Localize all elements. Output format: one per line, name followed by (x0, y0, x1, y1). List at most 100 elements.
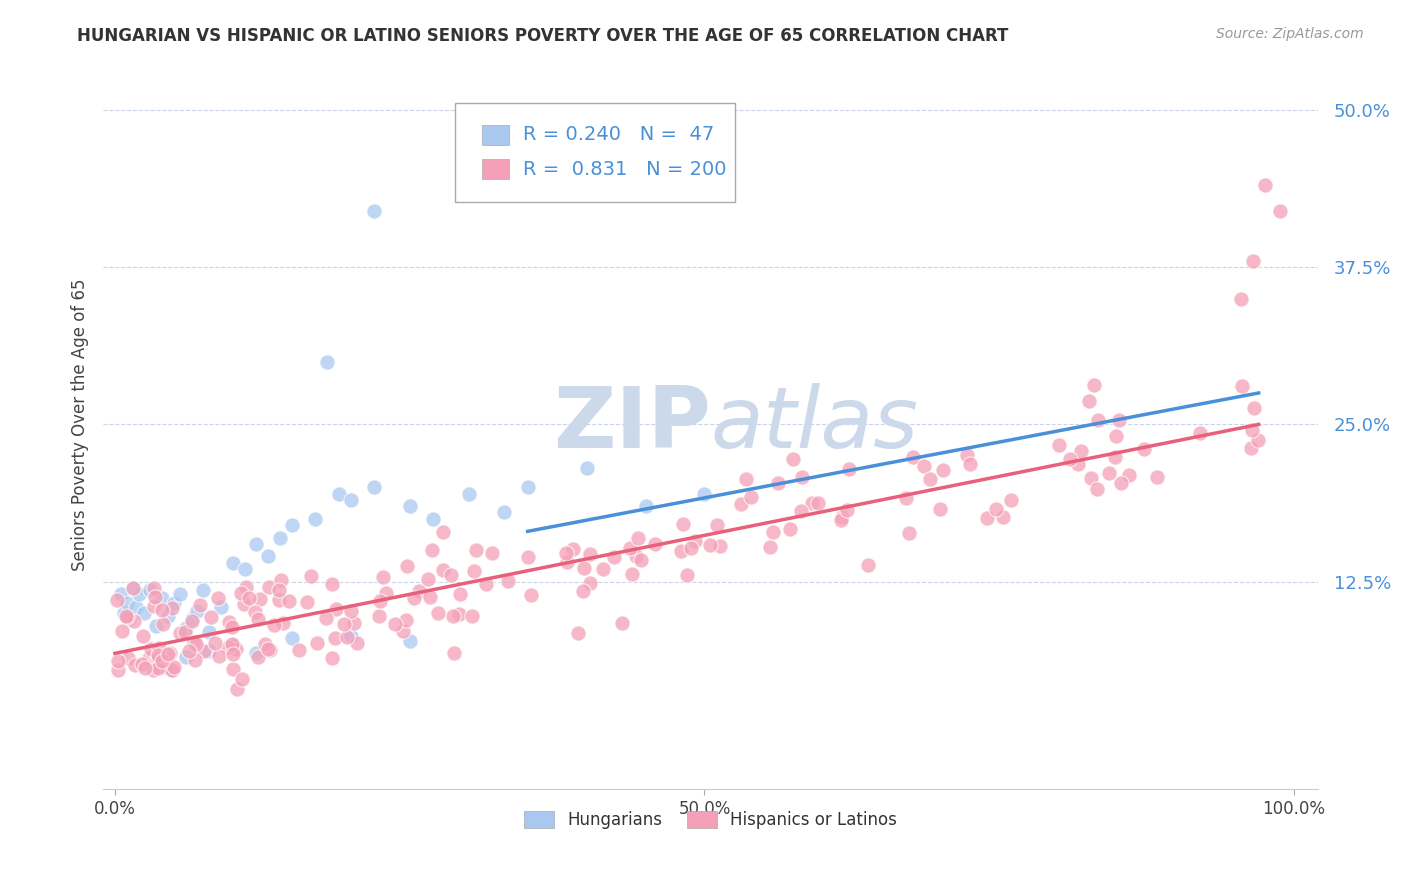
Point (1077, 393, 1099, 408)
Point (422, 512, 444, 526)
Point (432, 563, 454, 577)
Text: HUNGARIAN VS HISPANIC OR LATINO SENIORS POVERTY OVER THE AGE OF 65 CORRELATION C: HUNGARIAN VS HISPANIC OR LATINO SENIORS … (77, 27, 1008, 45)
Point (1253, 178, 1275, 193)
Point (730, 497, 752, 511)
Point (270, 574, 292, 588)
Point (245, 537, 267, 551)
Point (929, 502, 952, 516)
Point (131, 657, 153, 671)
Point (626, 549, 648, 564)
Point (142, 582, 165, 596)
Point (555, 555, 578, 569)
Point (315, 611, 337, 625)
Point (281, 632, 304, 646)
Point (259, 643, 281, 657)
Point (122, 581, 145, 595)
Point (249, 592, 271, 607)
Point (346, 636, 368, 650)
Point (121, 581, 143, 595)
Point (132, 629, 155, 643)
Point (838, 462, 860, 476)
Point (207, 591, 229, 606)
Text: R =  0.831   N = 200: R = 0.831 N = 200 (523, 160, 727, 178)
Point (443, 646, 465, 660)
Point (238, 591, 260, 606)
Point (222, 662, 245, 676)
Point (139, 583, 162, 598)
Point (143, 590, 166, 604)
Point (672, 516, 695, 531)
Point (110, 587, 132, 601)
Point (134, 606, 156, 620)
Point (1240, 424, 1263, 438)
Point (257, 549, 280, 564)
Point (233, 562, 256, 576)
Point (107, 663, 129, 677)
Point (1098, 467, 1121, 481)
Point (257, 642, 280, 657)
Point (441, 608, 464, 623)
Point (125, 599, 148, 614)
Point (520, 588, 543, 602)
Point (138, 651, 160, 665)
Point (735, 472, 758, 486)
Point (328, 486, 350, 500)
Point (408, 583, 430, 598)
Point (208, 648, 231, 663)
Point (157, 647, 180, 661)
Point (371, 570, 394, 584)
Point (177, 644, 200, 658)
Point (959, 457, 981, 471)
Point (1230, 292, 1253, 306)
Point (1146, 470, 1168, 484)
Point (139, 642, 162, 657)
Point (630, 553, 652, 567)
Point (184, 653, 207, 667)
Point (336, 630, 359, 644)
Point (186, 604, 208, 618)
Point (835, 502, 858, 516)
Point (517, 550, 540, 565)
Point (627, 531, 650, 545)
Point (225, 642, 247, 657)
Point (273, 616, 295, 631)
Point (416, 572, 439, 586)
Point (1189, 426, 1212, 441)
Point (160, 663, 183, 677)
Point (1111, 476, 1133, 491)
Y-axis label: Seniors Poverty Over the Age of 65: Seniors Poverty Over the Age of 65 (72, 278, 89, 571)
Point (419, 590, 441, 604)
Point (481, 546, 503, 560)
Point (193, 644, 215, 658)
Point (174, 625, 197, 640)
Point (395, 613, 418, 627)
Point (1067, 458, 1090, 472)
Point (115, 609, 138, 624)
Point (768, 476, 790, 491)
Point (200, 610, 222, 624)
Point (398, 633, 420, 648)
Point (1085, 483, 1108, 497)
Point (790, 504, 813, 518)
Point (160, 663, 183, 677)
Text: Source: ZipAtlas.com: Source: ZipAtlas.com (1216, 27, 1364, 41)
Point (792, 470, 814, 484)
Point (145, 618, 167, 632)
Point (440, 567, 463, 582)
Point (233, 597, 256, 611)
Point (180, 614, 202, 628)
Point (634, 499, 657, 513)
Point (676, 567, 699, 582)
Point (1241, 253, 1264, 268)
Point (221, 620, 243, 634)
Point (432, 524, 454, 539)
Point (253, 637, 276, 651)
Point (146, 661, 169, 675)
Point (1087, 413, 1109, 427)
Point (117, 650, 139, 665)
Point (621, 566, 644, 581)
Point (918, 472, 941, 486)
Point (1243, 401, 1265, 415)
Point (184, 637, 207, 651)
Point (148, 640, 170, 655)
